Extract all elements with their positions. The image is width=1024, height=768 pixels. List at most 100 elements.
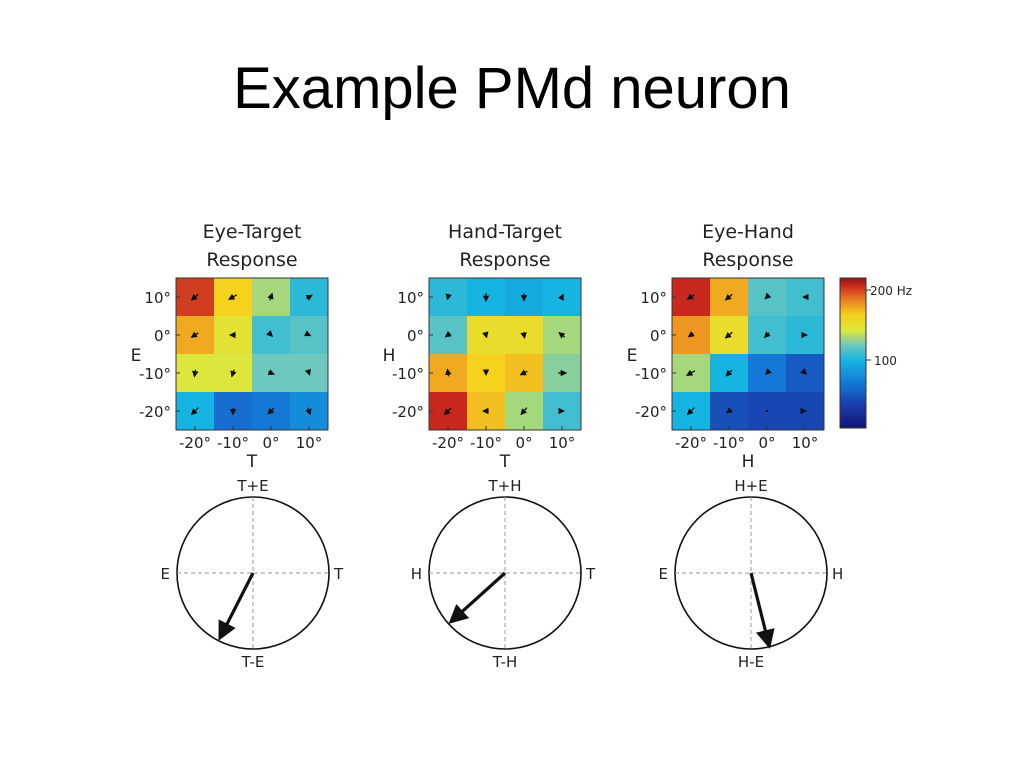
y-tick-label: 0°	[407, 327, 424, 345]
vector-arrow	[520, 332, 527, 340]
vector-arrow	[305, 294, 313, 301]
x-tick-label: -10°	[470, 434, 502, 452]
vector-arrow	[444, 330, 452, 338]
slide-title: Example PMd neuron	[233, 56, 791, 121]
vector-arrow	[267, 369, 275, 376]
x-tick-label: -10°	[713, 434, 745, 452]
y-tick-label: -10°	[139, 365, 171, 383]
x-axis-label: H	[742, 452, 755, 472]
vector-arrow	[725, 406, 733, 414]
y-tick-label: 0°	[650, 327, 667, 345]
panel-title-line1: Eye-Hand	[702, 221, 794, 243]
panel-title-line1: Hand-Target	[448, 221, 562, 243]
colorbar: 200 Hz 100	[839, 277, 912, 429]
vector-arrow	[520, 407, 528, 416]
heatmap-frame	[175, 277, 329, 431]
x-tick-label: 10°	[792, 434, 819, 452]
x-tick-label: 10°	[549, 434, 576, 452]
polar-label-right: T	[585, 565, 596, 583]
vector-arrow	[686, 407, 695, 416]
vector-arrow	[686, 369, 696, 376]
vector-arrow	[558, 331, 566, 339]
vector-arrow	[519, 369, 528, 376]
vector-arrow	[724, 293, 733, 301]
polar-label-top: T+E	[236, 477, 268, 495]
polar-label-right: H	[832, 565, 843, 583]
y-tick-label: -20°	[392, 403, 424, 421]
x-tick-label: -10°	[217, 434, 249, 452]
polar-label-bottom: T-E	[241, 653, 265, 671]
x-tick-label: -20°	[432, 434, 464, 452]
x-tick-label: 0°	[262, 434, 279, 452]
y-tick-label: 10°	[640, 289, 667, 307]
vector-arrow	[192, 369, 199, 378]
polar-label-top: T+H	[487, 477, 521, 495]
polar-plot-2: T+H T-H H T	[411, 477, 596, 671]
vector-arrow	[305, 407, 312, 416]
vector-arrow	[267, 407, 275, 415]
polar-label-bottom: T-H	[492, 653, 517, 671]
y-tick-label: -10°	[392, 365, 424, 383]
heatmap-frame	[671, 277, 825, 431]
panel-title-line1: Eye-Target	[203, 221, 302, 243]
vector-arrow	[557, 293, 564, 301]
vector-arrow	[800, 368, 808, 376]
x-axis-label: T	[499, 452, 511, 472]
vector-arrow	[267, 292, 274, 301]
x-tick-label: 0°	[758, 434, 775, 452]
vector-arrow	[228, 293, 238, 300]
vector-arrow	[266, 330, 274, 338]
vector-arrow	[190, 331, 199, 338]
polar-label-bottom: H-E	[738, 653, 764, 671]
x-tick-label: 0°	[515, 434, 532, 452]
y-axis-label: H	[383, 346, 396, 366]
polar-label-left: E	[659, 565, 668, 583]
colorbar-gradient	[839, 277, 867, 429]
vector-arrow	[482, 331, 489, 339]
vector-arrow	[725, 369, 733, 377]
polar-arrow	[218, 572, 255, 641]
y-tick-label: -20°	[139, 403, 171, 421]
y-axis-label: E	[131, 346, 142, 366]
x-tick-label: -20°	[179, 434, 211, 452]
vector-arrow	[303, 330, 312, 337]
polar-label-left: E	[161, 565, 170, 583]
vector-arrow	[445, 368, 452, 377]
panel-title-line2: Response	[206, 249, 297, 271]
vector-arrow	[724, 331, 733, 339]
y-tick-label: -20°	[635, 403, 667, 421]
vector-arrow	[445, 293, 452, 301]
colorbar-mid-label: 100	[874, 354, 897, 368]
polar-label-top: H+E	[734, 477, 767, 495]
heatmap-panel-2: Hand-Target Response 10° 0° -10° -20° -20° -10°…	[383, 221, 582, 472]
heatmap-panel-1: Eye-Target Response 10° 0° -10° -20° -20° -10° 0…	[131, 221, 329, 472]
heatmap-panel-3: Eye-Hand Response 10° 0° -10° -20° -20° -10° 0° 1…	[627, 221, 825, 472]
vector-arrow	[687, 330, 695, 338]
vector-arrow	[443, 407, 452, 416]
y-tick-label: 10°	[144, 289, 171, 307]
x-tick-label: -20°	[675, 434, 707, 452]
polar-label-left: H	[411, 565, 422, 583]
polar-arrow	[749, 572, 775, 649]
polar-plot-1: T+E T-E E T	[161, 477, 344, 671]
vector-dot	[765, 409, 769, 413]
vector-arrow	[763, 331, 771, 339]
x-tick-label: 10°	[296, 434, 323, 452]
colorbar-top-label: 200 Hz	[870, 284, 912, 298]
y-tick-label: -10°	[635, 365, 667, 383]
panel-title-line2: Response	[459, 249, 550, 271]
vector-arrow	[764, 292, 772, 300]
panel-title-line2: Response	[702, 249, 793, 271]
vector-arrow	[190, 407, 199, 416]
vector-arrow	[764, 368, 772, 376]
polar-label-right: T	[333, 565, 344, 583]
polar-plot-3: H+E H-E E H	[659, 477, 844, 671]
vector-arrow	[304, 368, 311, 376]
heatmap-frame	[428, 277, 582, 431]
polar-arrow	[448, 571, 507, 624]
y-tick-label: 10°	[397, 289, 424, 307]
y-tick-label: 0°	[154, 327, 171, 345]
vector-arrow	[686, 293, 695, 300]
y-axis-label: E	[627, 346, 638, 366]
